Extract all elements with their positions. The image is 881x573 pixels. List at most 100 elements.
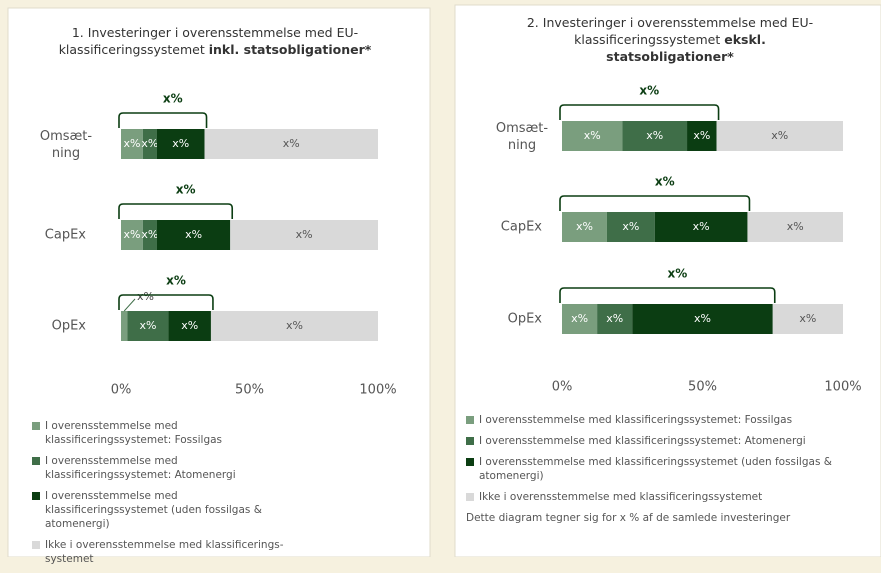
title-text: 2. Investeringer i overensstemmelse med … (526, 15, 814, 47)
legend-label: I overensstemmelse med klassificeringssy… (479, 414, 793, 426)
y-tick-label: OpEx (508, 312, 543, 327)
bar-segment (597, 304, 633, 334)
bar-segment (622, 121, 688, 151)
annotation: x% (639, 84, 659, 98)
bar-segment (687, 121, 717, 151)
legend-swatch (32, 422, 40, 430)
bar-segment (204, 129, 378, 159)
annotation: x% (667, 267, 687, 281)
legend-label: Ikke i overensstemmelse med klassificeri… (45, 539, 284, 565)
bracket (118, 294, 214, 310)
x-tick-label: 50% (235, 383, 264, 398)
data-label: x% (576, 220, 593, 233)
legend-label: I overensstemmelse med klassificeringssy… (45, 490, 262, 530)
bar-segment (121, 129, 143, 159)
bar-segment (562, 121, 623, 151)
x-tick-label: 0% (552, 380, 573, 395)
x-tick-label: 50% (688, 380, 717, 395)
y-tick-label: Omsæt-ning (496, 121, 549, 153)
data-label: x% (787, 220, 804, 233)
x-tick-label: 100% (359, 383, 396, 398)
data-label: x% (123, 137, 140, 150)
annotation: x% (166, 274, 186, 288)
y-tick-label: Omsæt-ning (40, 129, 93, 161)
bar-segment (156, 129, 205, 159)
page: 0% 50% 100% Omsæt-ning x% x% x% x% x% CapEx x% x% x%… (7, 4, 881, 565)
legend-item: I overensstemmelse med klassificeringssy… (466, 413, 866, 427)
y-tick-line: ning (52, 146, 80, 161)
bar-segment (772, 304, 843, 334)
data-label: x% (606, 312, 623, 325)
bar-segment (716, 121, 843, 151)
data-label: x% (799, 312, 816, 325)
legend-swatch (466, 458, 474, 466)
legend-swatch (466, 416, 474, 424)
bar-segment (562, 212, 607, 242)
data-label: x% (141, 228, 158, 241)
bracket (118, 112, 208, 128)
data-label: x% (622, 220, 639, 233)
legend-label: I overensstemmelse med klassificeringssy… (45, 420, 223, 446)
annotation: x% (163, 92, 183, 106)
legend: I overensstemmelse med klassificeringssy… (466, 413, 866, 525)
legend-item: I overensstemmelse med klassificeringssy… (466, 455, 866, 483)
bracket (559, 287, 776, 303)
data-label: x% (694, 312, 711, 325)
data-label: x% (140, 319, 157, 332)
legend-swatch (32, 541, 40, 549)
data-label: x% (296, 228, 313, 241)
data-label: x% (123, 228, 140, 241)
bar-segment (654, 212, 748, 242)
bar-segment (168, 311, 211, 341)
x-tick-label: 100% (824, 380, 861, 395)
bar-segment (156, 220, 231, 250)
bar-segment (142, 129, 157, 159)
y-tick-line: ning (508, 138, 536, 153)
bracket (559, 195, 751, 211)
annotation: x% (176, 183, 196, 197)
legend-label: Ikke i overensstemmelse med klassificeri… (479, 491, 763, 503)
bar-segment (747, 212, 843, 242)
legend-swatch (32, 492, 40, 500)
bar-segment (127, 311, 169, 341)
y-tick-line: Omsæt- (496, 121, 549, 136)
panel (7, 7, 431, 557)
legend-label: I overensstemmelse med klassificeringssy… (45, 455, 236, 481)
legend-swatch (32, 457, 40, 465)
title-text: 1. Investeringer i overensstemmelse med … (58, 25, 359, 57)
panel (454, 4, 881, 557)
bar-segment (210, 311, 378, 341)
data-label: x% (584, 129, 601, 142)
chart-title: 1. Investeringer i overensstemmelse med … (50, 24, 380, 58)
data-label: x% (181, 319, 198, 332)
legend-swatch (466, 493, 474, 501)
data-label: x% (137, 290, 154, 303)
bar-segment (562, 304, 598, 334)
data-label: x% (693, 129, 710, 142)
y-tick-label: OpEx (52, 319, 87, 334)
data-label: x% (185, 228, 202, 241)
data-label: x% (646, 129, 663, 142)
annotation: x% (655, 175, 675, 189)
data-label: x% (141, 137, 158, 150)
data-label: x% (571, 312, 588, 325)
footnote: Dette diagram tegner sig for x % af de s… (466, 512, 791, 524)
legend-label: I overensstemmelse med klassificeringssy… (479, 435, 806, 447)
bracket (559, 104, 720, 120)
data-label: x% (771, 129, 788, 142)
bracket (118, 203, 234, 219)
bar-segment (230, 220, 378, 250)
y-tick-label: CapEx (501, 220, 543, 235)
data-label: x% (286, 319, 303, 332)
legend-item: I overensstemmelse med klassificeringssy… (466, 434, 866, 448)
legend-item: Ikke i overensstemmelse med klassificeri… (466, 490, 866, 504)
leader-line (123, 298, 136, 312)
legend-item: Ikke i overensstemmelse med klassificeri… (32, 538, 362, 566)
y-tick-label: CapEx (45, 228, 87, 243)
y-tick-line: Omsæt- (40, 129, 93, 144)
legend-item: I overensstemmelse med klassificeringssy… (32, 489, 362, 531)
legend-item: I overensstemmelse med klassificeringssy… (32, 454, 362, 482)
legend-label: I overensstemmelse med klassificeringssy… (479, 456, 832, 482)
bar-segment (121, 220, 143, 250)
